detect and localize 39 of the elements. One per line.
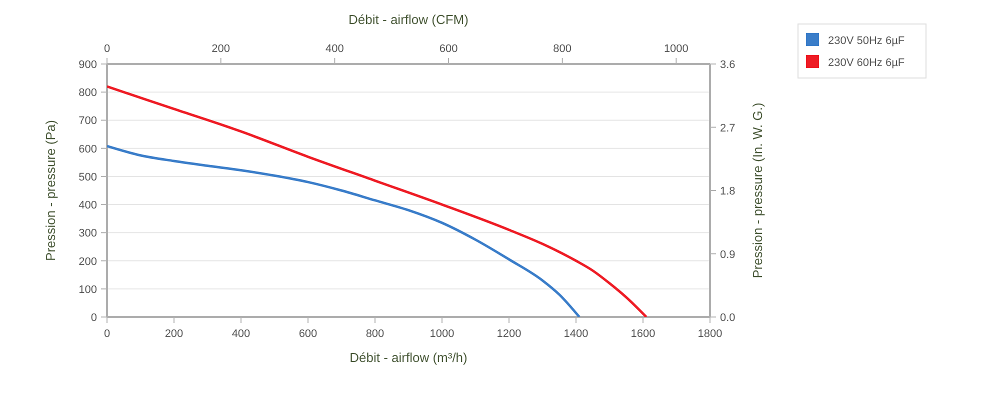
x2-tick-label: 800 [553, 43, 572, 55]
x2-tick-label: 1000 [664, 43, 688, 55]
x2-tick-label: 400 [325, 43, 344, 55]
y-tick-label: 200 [78, 256, 97, 268]
y-tick-label: 800 [78, 87, 97, 100]
y2-axis-title: Pression - pressure (In. W. G.) [750, 102, 765, 278]
x-tick-label: 600 [298, 328, 318, 340]
x-axis-title: Débit - airflow (m³/h) [350, 350, 468, 365]
x-tick-label: 1600 [630, 328, 656, 340]
y2-tick-label: 2.7 [720, 122, 736, 134]
y-tick-label: 400 [78, 200, 97, 212]
x-tick-label: 800 [366, 328, 384, 340]
x2-tick-label: 200 [212, 43, 230, 55]
y2-tick-label: 3.6 [720, 59, 736, 71]
y-axis-title: Pression - pressure (Pa) [43, 120, 58, 261]
line-series [107, 85, 648, 317]
y-tick-label: 100 [78, 284, 97, 296]
x2-axis-title: Débit - airflow (CFM) [348, 12, 468, 27]
x-tick-label: 0 [104, 328, 110, 340]
y2-tick-label: 0.0 [720, 312, 736, 324]
x2-tick-label: 0 [104, 43, 110, 55]
x-tick-label: 400 [232, 328, 250, 340]
x2-tick-label: 600 [439, 43, 458, 55]
x-tick-label: 1400 [564, 328, 588, 340]
y2-tick-label: 1.8 [720, 186, 736, 198]
legend-label: 230V 50Hz 6µF [828, 35, 905, 47]
y-tick-label: 0 [90, 312, 97, 324]
x-tick-label: 1000 [430, 328, 454, 340]
y-tick-label: 600 [78, 143, 97, 156]
line-series [107, 144, 581, 317]
y-tick-label: 500 [78, 171, 97, 184]
y-tick-label: 700 [78, 115, 97, 128]
legend-label: 230V 60Hz 6µF [828, 57, 905, 69]
x-tick-label: 200 [164, 328, 184, 340]
y-tick-label: 900 [78, 59, 97, 71]
x-tick-label: 1200 [496, 328, 522, 340]
y-tick-label: 300 [78, 228, 97, 240]
y2-tick-label: 0.9 [720, 248, 736, 261]
x-tick-label: 1800 [698, 328, 722, 340]
